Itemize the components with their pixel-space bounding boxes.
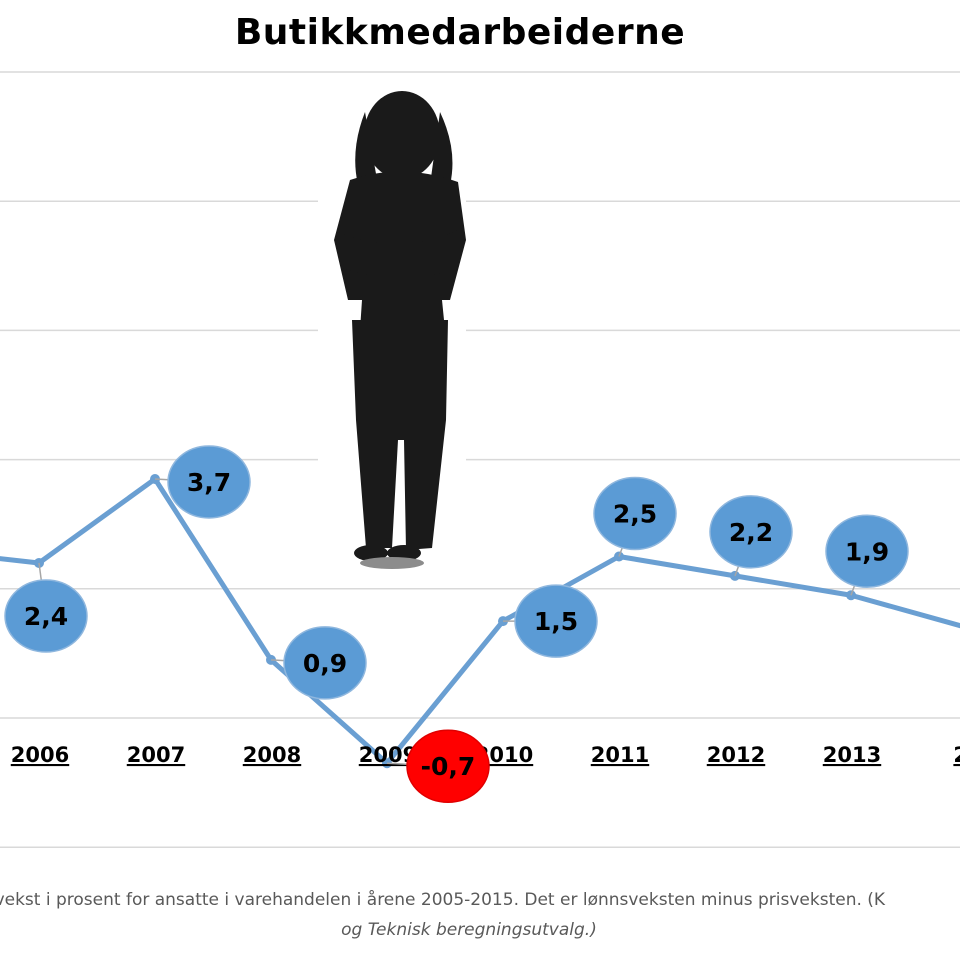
data-labels: 2,4 3,7 0,9 -0,7 1,5 2,5 2,2 1,9 bbox=[4, 445, 909, 803]
data-label-bubble bbox=[593, 476, 677, 551]
x-axis-tick-labels: 2006200720082009201020112012201320 bbox=[11, 743, 960, 767]
x-tick-label: 2013 bbox=[823, 743, 881, 767]
data-label: 2,4 bbox=[24, 602, 68, 631]
line-chart: 2006200720082009201020112012201320 2,43,… bbox=[0, 71, 960, 848]
x-tick-label: 2012 bbox=[707, 743, 765, 767]
data-label-bubble bbox=[514, 584, 598, 658]
data-label: 0,9 bbox=[303, 649, 347, 678]
series-line bbox=[0, 476, 960, 766]
data-label: 2,5 bbox=[613, 500, 657, 529]
data-label: 3,7 bbox=[187, 468, 231, 497]
gridlines bbox=[0, 71, 960, 848]
chart-title: Butikkmedarbeiderne bbox=[234, 12, 686, 53]
data-label-bubble bbox=[709, 495, 793, 569]
data-label-bubble bbox=[167, 445, 251, 519]
x-tick-label: 2011 bbox=[591, 743, 649, 767]
caption-line-2: og Teknisk beregningsutvalg.) bbox=[341, 920, 597, 940]
x-tick-label: 20 bbox=[953, 743, 960, 767]
x-tick-label: 2006 bbox=[11, 743, 69, 767]
data-label-bubble bbox=[4, 579, 88, 653]
data-label-bubble bbox=[825, 514, 909, 589]
data-label: -0,7 bbox=[421, 752, 476, 781]
data-label-bubble bbox=[283, 626, 367, 700]
data-label: 1,5 bbox=[534, 607, 578, 636]
data-label: 2,2 bbox=[729, 518, 773, 547]
data-label-bubble bbox=[406, 729, 490, 803]
caption-line-1: nsvekst i prosent for ansatte i varehand… bbox=[0, 890, 886, 910]
x-tick-label: 2008 bbox=[243, 743, 301, 767]
x-tick-label: 2007 bbox=[127, 743, 185, 767]
figure-caption: nsvekst i prosent for ansatte i varehand… bbox=[0, 885, 960, 945]
data-label: 1,9 bbox=[845, 537, 889, 566]
woman-silhouette-icon bbox=[318, 80, 466, 580]
series-polyline bbox=[0, 476, 960, 766]
